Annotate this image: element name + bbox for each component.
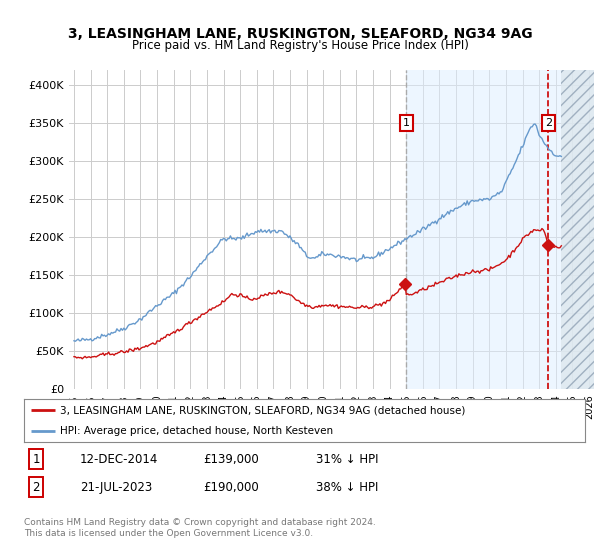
Text: 31% ↓ HPI: 31% ↓ HPI: [316, 452, 378, 466]
Text: £190,000: £190,000: [203, 480, 259, 494]
Text: 2: 2: [32, 480, 40, 494]
Text: 38% ↓ HPI: 38% ↓ HPI: [316, 480, 378, 494]
Text: 3, LEASINGHAM LANE, RUSKINGTON, SLEAFORD, NG34 9AG: 3, LEASINGHAM LANE, RUSKINGTON, SLEAFORD…: [68, 27, 532, 41]
Text: HPI: Average price, detached house, North Kesteven: HPI: Average price, detached house, Nort…: [61, 426, 334, 436]
Bar: [406, 70, 561, 389]
Text: 21-JUL-2023: 21-JUL-2023: [80, 480, 152, 494]
Text: £139,000: £139,000: [203, 452, 259, 466]
Text: This data is licensed under the Open Government Licence v3.0.: This data is licensed under the Open Gov…: [24, 529, 313, 538]
Text: 1: 1: [403, 118, 410, 128]
Text: 2: 2: [545, 118, 552, 128]
Text: Contains HM Land Registry data © Crown copyright and database right 2024.: Contains HM Land Registry data © Crown c…: [24, 519, 376, 528]
Text: 3, LEASINGHAM LANE, RUSKINGTON, SLEAFORD, NG34 9AG (detached house): 3, LEASINGHAM LANE, RUSKINGTON, SLEAFORD…: [61, 405, 466, 415]
Text: 1: 1: [32, 452, 40, 466]
Text: 12-DEC-2014: 12-DEC-2014: [80, 452, 158, 466]
Text: Price paid vs. HM Land Registry's House Price Index (HPI): Price paid vs. HM Land Registry's House …: [131, 39, 469, 53]
